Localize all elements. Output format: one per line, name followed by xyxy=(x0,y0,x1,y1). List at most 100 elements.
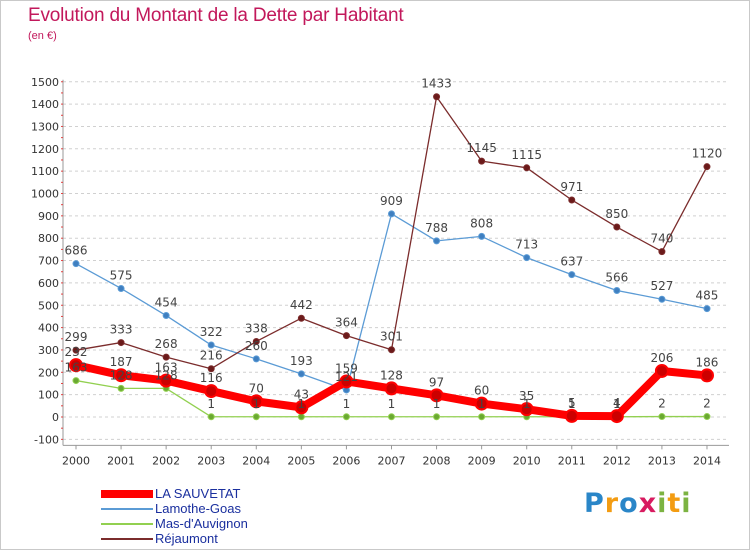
y-tick-label: 300 xyxy=(38,344,59,357)
y-tick-label: 200 xyxy=(38,366,59,379)
data-point xyxy=(658,248,666,256)
data-label: 5 xyxy=(568,396,576,410)
data-label: 850 xyxy=(605,207,628,221)
data-label: 97 xyxy=(429,375,444,389)
data-label: 454 xyxy=(155,296,178,310)
x-tick-label: 2003 xyxy=(197,454,225,467)
logo-letter: i xyxy=(657,488,668,519)
data-point xyxy=(384,381,399,396)
data-point xyxy=(297,314,305,322)
data-point xyxy=(474,396,489,411)
data-point xyxy=(429,388,444,403)
data-label: 442 xyxy=(290,298,313,312)
data-label: 1 xyxy=(388,397,396,411)
data-label: 364 xyxy=(335,316,358,330)
x-tick-label: 2008 xyxy=(423,454,451,467)
y-tick-label: -100 xyxy=(34,433,59,446)
data-point xyxy=(297,370,305,378)
y-tick-label: 500 xyxy=(38,299,59,312)
legend-label: Mas-d'Auvignon xyxy=(155,516,248,531)
y-tick-label: 1000 xyxy=(31,188,59,201)
y-tick-label: 1400 xyxy=(31,98,59,111)
series-line xyxy=(75,96,708,370)
data-label: 1 xyxy=(298,397,306,411)
legend-label: LA SAUVETAT xyxy=(155,486,241,501)
y-tick-label: 1100 xyxy=(31,165,59,178)
data-point xyxy=(703,305,711,313)
data-label: 206 xyxy=(650,351,673,365)
data-label: 322 xyxy=(200,325,223,339)
data-point xyxy=(342,413,350,421)
data-point xyxy=(703,163,711,171)
legend-label: Réjaumont xyxy=(155,531,218,546)
data-label: 121 xyxy=(335,370,358,384)
x-tick-label: 2005 xyxy=(287,454,315,467)
data-label: 527 xyxy=(650,279,673,293)
y-tick-label: 400 xyxy=(38,322,59,335)
data-label: 1120 xyxy=(692,147,723,161)
data-point xyxy=(478,157,486,165)
legend-swatch xyxy=(101,523,153,525)
data-point xyxy=(117,284,125,292)
y-tick-label: 1200 xyxy=(31,143,59,156)
line-chart: -100 0 100 200 300 400 500 600 700 800 900 1000 1100… xyxy=(31,76,729,467)
data-point xyxy=(523,164,531,172)
data-point xyxy=(519,402,534,417)
data-label: 70 xyxy=(249,381,264,395)
data-label: 575 xyxy=(110,268,133,282)
data-label: 159 xyxy=(335,361,358,375)
chart-unit-label: (en €) xyxy=(28,30,57,42)
data-label: 971 xyxy=(560,180,583,194)
x-tick-label: 2000 xyxy=(62,454,90,467)
data-point xyxy=(568,196,576,204)
data-point xyxy=(114,368,129,383)
data-point xyxy=(433,413,441,421)
data-point xyxy=(478,413,486,421)
data-label: 128 xyxy=(110,368,133,382)
x-tick-label: 2004 xyxy=(242,454,270,467)
data-label: 1 xyxy=(568,397,576,411)
y-tick-label: 900 xyxy=(38,210,59,223)
data-label: 1 xyxy=(343,397,351,411)
logo-letter: o xyxy=(619,488,639,519)
data-label: 1145 xyxy=(466,141,497,155)
data-point xyxy=(294,400,309,415)
data-label: 193 xyxy=(290,354,313,368)
data-label: 686 xyxy=(65,244,88,258)
x-tick-label: 2011 xyxy=(558,454,586,467)
data-label: 128 xyxy=(155,368,178,382)
y-tick-label: 600 xyxy=(38,277,59,290)
data-label: 187 xyxy=(110,355,133,369)
data-label: 299 xyxy=(65,330,88,344)
data-point xyxy=(523,254,531,262)
data-label: 1 xyxy=(252,397,260,411)
data-label: 1 xyxy=(478,397,486,411)
data-point xyxy=(387,413,395,421)
legend-swatch xyxy=(101,490,153,498)
logo-letter: x xyxy=(638,488,658,519)
data-label: 637 xyxy=(560,255,583,269)
data-point xyxy=(568,271,576,279)
data-point xyxy=(252,337,260,345)
data-label: 2 xyxy=(658,397,666,411)
data-point xyxy=(72,346,80,354)
data-point xyxy=(433,237,441,245)
data-point xyxy=(204,384,219,399)
data-point xyxy=(613,223,621,231)
data-point xyxy=(654,363,669,378)
legend-swatch xyxy=(101,508,153,510)
data-point xyxy=(207,413,215,421)
data-point xyxy=(72,260,80,268)
y-tick-label: 800 xyxy=(38,232,59,245)
data-point xyxy=(342,332,350,340)
data-point xyxy=(72,377,80,385)
x-tick-label: 2009 xyxy=(468,454,496,467)
data-point xyxy=(207,341,215,349)
y-tick-label: 100 xyxy=(38,389,59,402)
data-point xyxy=(162,353,170,361)
data-label: 788 xyxy=(425,221,448,235)
data-label: 2 xyxy=(703,397,711,411)
data-label: 1 xyxy=(207,397,215,411)
data-label: 808 xyxy=(470,216,493,230)
data-label: 43 xyxy=(294,387,309,401)
